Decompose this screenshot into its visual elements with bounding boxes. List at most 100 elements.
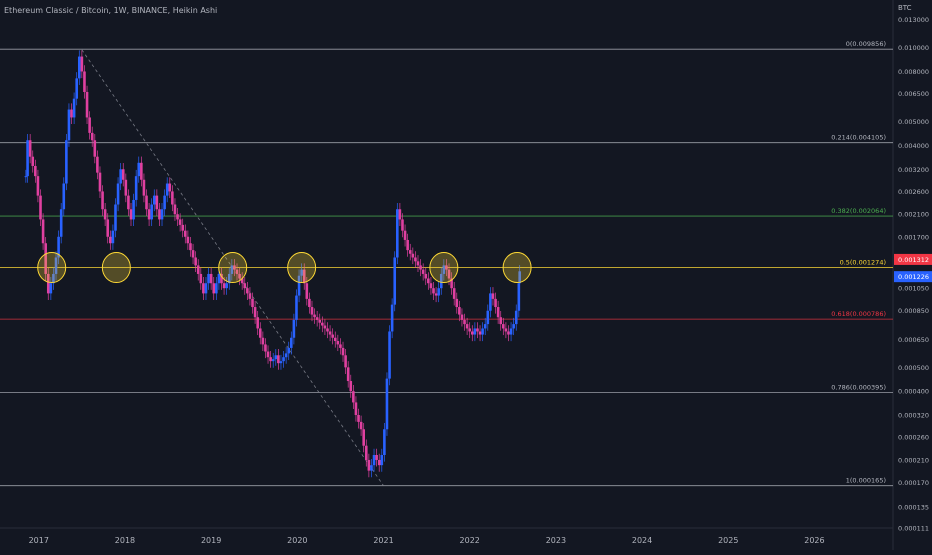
candle-body bbox=[331, 334, 334, 338]
fib-level-label: 0.214(0.004105) bbox=[831, 134, 886, 142]
candle-body bbox=[142, 179, 146, 196]
candle-body bbox=[455, 298, 459, 308]
candle-body bbox=[132, 199, 135, 220]
candle-body bbox=[502, 324, 505, 329]
candle-body bbox=[165, 183, 169, 196]
candle-body bbox=[54, 257, 58, 274]
candle-body bbox=[196, 265, 200, 274]
candle-body bbox=[354, 402, 358, 416]
candle-body bbox=[450, 278, 453, 289]
candle-body bbox=[315, 317, 319, 320]
candle-body bbox=[26, 140, 29, 177]
candle-body bbox=[103, 209, 107, 220]
candle-body bbox=[124, 179, 128, 196]
candle-body bbox=[28, 140, 32, 157]
price-tick-label: 0.000135 bbox=[898, 504, 929, 512]
candle-body bbox=[277, 355, 280, 364]
candle-body bbox=[398, 209, 402, 220]
candle-body bbox=[230, 265, 234, 274]
touch-circle[interactable] bbox=[37, 252, 67, 284]
candle-body bbox=[57, 236, 60, 258]
candle-body bbox=[411, 253, 415, 258]
candle-body bbox=[349, 381, 353, 392]
candle-body bbox=[220, 273, 223, 284]
candle-body bbox=[24, 176, 28, 178]
candle-body bbox=[403, 230, 407, 240]
candle-body bbox=[364, 445, 368, 460]
price-tick-label: 0.001700 bbox=[898, 233, 929, 241]
candle-body bbox=[481, 328, 484, 335]
candle-body bbox=[284, 353, 288, 358]
price-tick-label: 0.001050 bbox=[898, 285, 929, 293]
touch-circle[interactable] bbox=[218, 252, 248, 284]
candle-body bbox=[101, 191, 104, 210]
candle-body bbox=[328, 331, 332, 335]
touch-circle[interactable] bbox=[502, 252, 532, 284]
candle-body bbox=[59, 209, 63, 237]
candle-body bbox=[517, 283, 521, 311]
candle-body bbox=[388, 331, 391, 379]
candle-body bbox=[494, 298, 497, 308]
price-tick-label: 0.002100 bbox=[898, 211, 929, 219]
candle-body bbox=[183, 230, 187, 237]
candle-body bbox=[476, 328, 479, 332]
candle-body bbox=[473, 328, 477, 335]
candle-body bbox=[393, 257, 397, 305]
candle-body bbox=[65, 140, 68, 184]
candle-body bbox=[111, 230, 115, 244]
candle-body bbox=[88, 117, 91, 133]
candle-body bbox=[70, 109, 73, 118]
candle-body bbox=[341, 347, 345, 356]
price-tick-label: 0.000210 bbox=[898, 456, 929, 464]
time-tick-label: 2020 bbox=[287, 536, 307, 545]
candle-body bbox=[344, 355, 347, 368]
candle-body bbox=[75, 78, 79, 99]
candle-body bbox=[408, 250, 412, 254]
price-tag bbox=[894, 271, 932, 283]
time-tick-label: 2019 bbox=[201, 536, 221, 545]
candle-body bbox=[414, 257, 417, 262]
candle-body bbox=[90, 132, 94, 141]
candle-body bbox=[375, 454, 378, 460]
candle-body bbox=[372, 454, 376, 466]
candle-body bbox=[509, 328, 513, 335]
candle-body bbox=[496, 307, 500, 318]
candle-body bbox=[116, 183, 120, 205]
candle-body bbox=[290, 337, 293, 348]
touch-circle[interactable] bbox=[429, 252, 459, 284]
price-tick-label: 0.000260 bbox=[898, 434, 929, 442]
price-tick-label: 0.013000 bbox=[898, 16, 929, 24]
candle-body bbox=[109, 236, 112, 244]
candle-body bbox=[432, 288, 435, 294]
candle-body bbox=[305, 283, 309, 299]
price-tick-label: 0.003200 bbox=[898, 166, 929, 174]
candle-body bbox=[240, 278, 244, 284]
candle-body bbox=[233, 265, 236, 270]
candle-body bbox=[300, 269, 303, 276]
time-tick-label: 2022 bbox=[460, 536, 480, 545]
candle-body bbox=[512, 324, 515, 329]
candle-body bbox=[437, 288, 440, 296]
candle-body bbox=[390, 304, 394, 332]
candle-body bbox=[271, 359, 275, 362]
candle-body bbox=[362, 429, 365, 446]
candle-body bbox=[52, 273, 55, 284]
candle-body bbox=[176, 214, 179, 220]
candle-body bbox=[129, 209, 133, 220]
candle-body bbox=[478, 331, 482, 335]
price-tick-label: 0.006500 bbox=[898, 90, 929, 98]
touch-circle[interactable] bbox=[287, 252, 317, 284]
price-tick-label: 0.002600 bbox=[898, 188, 929, 196]
candle-body bbox=[96, 156, 99, 173]
time-tick-label: 2021 bbox=[373, 536, 393, 545]
candle-body bbox=[308, 298, 311, 308]
candle-body bbox=[507, 331, 510, 335]
touch-circle[interactable] bbox=[101, 252, 131, 284]
candle-body bbox=[83, 71, 86, 93]
candle-body bbox=[171, 191, 174, 205]
candle-body bbox=[49, 283, 53, 294]
price-tag bbox=[894, 253, 932, 265]
price-tick-label: 0.000111 bbox=[898, 525, 929, 533]
